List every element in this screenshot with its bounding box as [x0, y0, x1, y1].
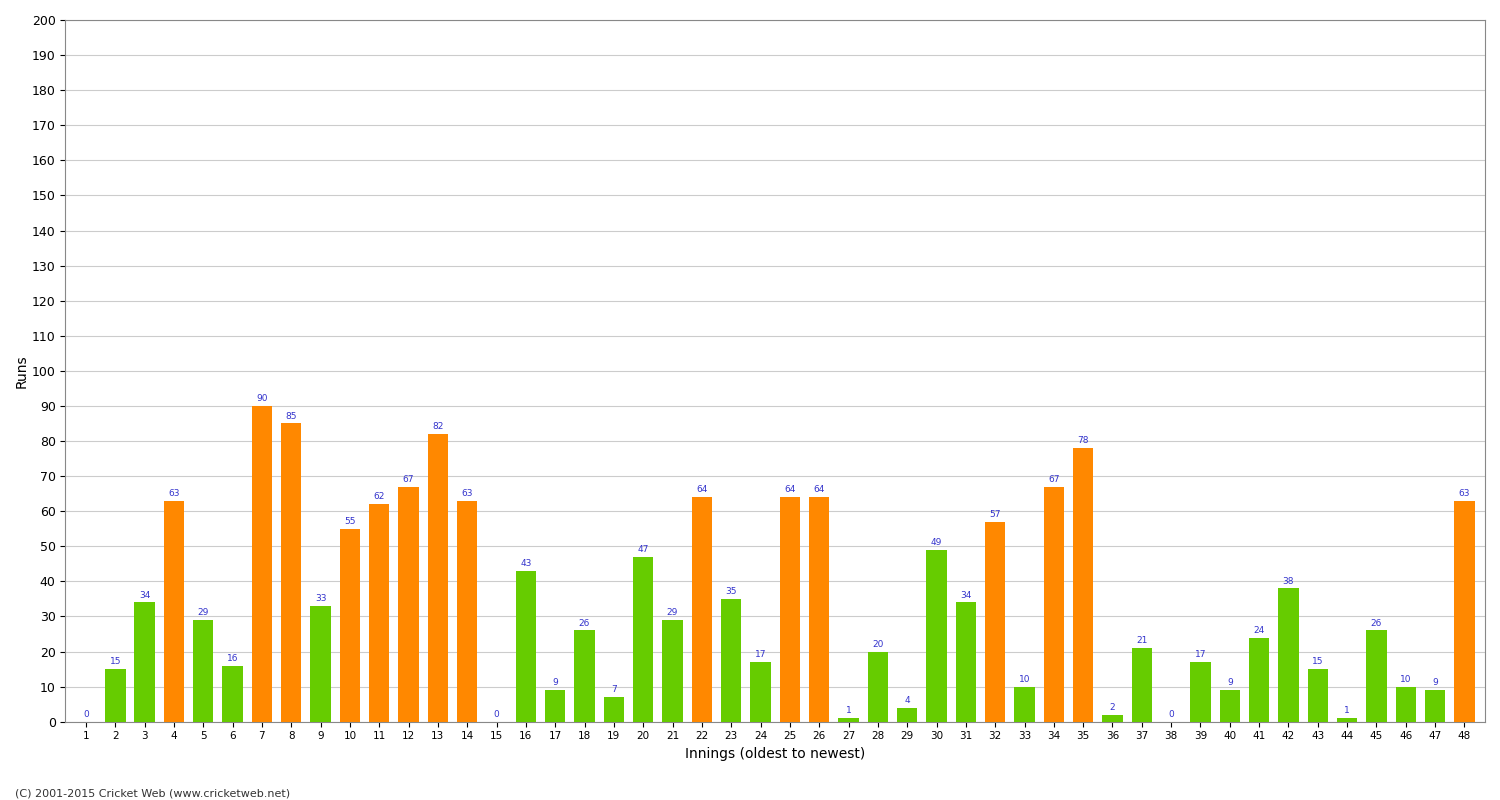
- Bar: [1044, 486, 1064, 722]
- Text: 62: 62: [374, 492, 386, 502]
- Text: 57: 57: [990, 510, 1000, 519]
- Bar: [1102, 714, 1124, 722]
- Text: 9: 9: [552, 678, 558, 687]
- Bar: [839, 718, 860, 722]
- Text: 64: 64: [696, 486, 708, 494]
- Text: 43: 43: [520, 559, 531, 568]
- Bar: [1308, 669, 1328, 722]
- Text: 16: 16: [226, 654, 238, 662]
- Bar: [1072, 448, 1094, 722]
- Bar: [750, 662, 771, 722]
- Text: 21: 21: [1136, 636, 1148, 646]
- Bar: [1131, 648, 1152, 722]
- Text: 4: 4: [904, 696, 910, 705]
- Bar: [399, 486, 418, 722]
- Text: 34: 34: [960, 590, 972, 600]
- Text: 47: 47: [638, 545, 650, 554]
- Text: 1: 1: [1344, 706, 1350, 715]
- Bar: [867, 651, 888, 722]
- Bar: [722, 599, 741, 722]
- Text: 9: 9: [1227, 678, 1233, 687]
- Text: 38: 38: [1282, 577, 1294, 586]
- Text: 67: 67: [1048, 475, 1059, 484]
- Text: 15: 15: [1312, 658, 1323, 666]
- Bar: [1250, 638, 1269, 722]
- X-axis label: Innings (oldest to newest): Innings (oldest to newest): [686, 747, 865, 761]
- Bar: [1425, 690, 1446, 722]
- Text: 63: 63: [168, 489, 180, 498]
- Bar: [1454, 501, 1474, 722]
- Text: 20: 20: [871, 640, 883, 649]
- Bar: [194, 620, 213, 722]
- Bar: [544, 690, 566, 722]
- Text: (C) 2001-2015 Cricket Web (www.cricketweb.net): (C) 2001-2015 Cricket Web (www.cricketwe…: [15, 788, 290, 798]
- Text: 90: 90: [256, 394, 267, 403]
- Bar: [222, 666, 243, 722]
- Bar: [310, 606, 332, 722]
- Bar: [1014, 686, 1035, 722]
- Bar: [252, 406, 272, 722]
- Bar: [164, 501, 184, 722]
- Text: 0: 0: [82, 710, 88, 719]
- Text: 0: 0: [1168, 710, 1174, 719]
- Bar: [956, 602, 976, 722]
- Text: 15: 15: [110, 658, 122, 666]
- Bar: [1220, 690, 1240, 722]
- Text: 17: 17: [754, 650, 766, 659]
- Bar: [280, 423, 302, 722]
- Bar: [339, 529, 360, 722]
- Bar: [633, 557, 654, 722]
- Text: 55: 55: [344, 517, 355, 526]
- Text: 1: 1: [846, 706, 852, 715]
- Text: 85: 85: [285, 412, 297, 421]
- Text: 29: 29: [198, 608, 208, 617]
- Bar: [516, 571, 536, 722]
- Text: 10: 10: [1019, 675, 1031, 684]
- Text: 67: 67: [404, 475, 414, 484]
- Text: 64: 64: [813, 486, 825, 494]
- Text: 0: 0: [494, 710, 500, 719]
- Bar: [808, 497, 830, 722]
- Text: 29: 29: [668, 608, 678, 617]
- Text: 33: 33: [315, 594, 327, 603]
- Bar: [369, 504, 390, 722]
- Text: 82: 82: [432, 422, 444, 431]
- Text: 10: 10: [1400, 675, 1411, 684]
- Bar: [897, 708, 918, 722]
- Text: 24: 24: [1254, 626, 1264, 634]
- Bar: [780, 497, 800, 722]
- Text: 2: 2: [1110, 703, 1116, 712]
- Bar: [926, 550, 946, 722]
- Text: 35: 35: [726, 587, 736, 596]
- Bar: [1336, 718, 1358, 722]
- Y-axis label: Runs: Runs: [15, 354, 28, 388]
- Bar: [1190, 662, 1210, 722]
- Text: 78: 78: [1077, 436, 1089, 446]
- Bar: [663, 620, 682, 722]
- Bar: [1395, 686, 1416, 722]
- Text: 26: 26: [579, 618, 590, 628]
- Bar: [458, 501, 477, 722]
- Text: 26: 26: [1371, 618, 1382, 628]
- Text: 9: 9: [1432, 678, 1438, 687]
- Text: 64: 64: [784, 486, 795, 494]
- Bar: [427, 434, 448, 722]
- Bar: [574, 630, 596, 722]
- Text: 7: 7: [610, 686, 616, 694]
- Bar: [986, 522, 1005, 722]
- Text: 63: 63: [1458, 489, 1470, 498]
- Bar: [135, 602, 154, 722]
- Text: 17: 17: [1194, 650, 1206, 659]
- Bar: [1278, 588, 1299, 722]
- Bar: [692, 497, 712, 722]
- Bar: [603, 697, 624, 722]
- Text: 49: 49: [932, 538, 942, 547]
- Text: 34: 34: [140, 590, 150, 600]
- Bar: [1366, 630, 1386, 722]
- Bar: [105, 669, 126, 722]
- Text: 63: 63: [462, 489, 472, 498]
